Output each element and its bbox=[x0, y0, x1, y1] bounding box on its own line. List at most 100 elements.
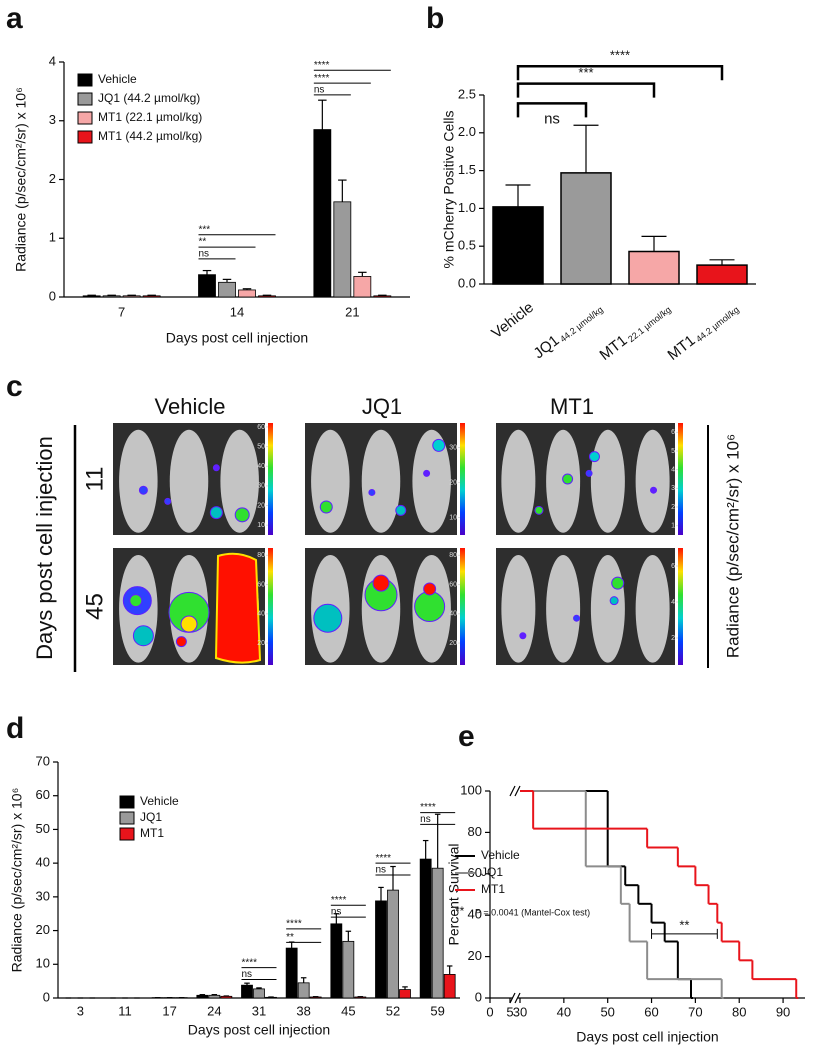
signal-blob bbox=[175, 636, 187, 648]
bar bbox=[241, 984, 253, 999]
signal-blob bbox=[650, 486, 658, 494]
panel-label: c bbox=[6, 370, 23, 403]
bar bbox=[373, 295, 392, 298]
x-tick-label: MT144.2 µmol/kg bbox=[664, 299, 741, 364]
x-tick-label: 7 bbox=[118, 304, 125, 319]
column-title: MT1 bbox=[550, 394, 594, 419]
colorbar bbox=[268, 548, 273, 665]
x-axis-label: Days post cell injection bbox=[576, 1029, 718, 1045]
mouse bbox=[635, 429, 670, 533]
mouse bbox=[501, 429, 536, 533]
significance-label: **** bbox=[376, 853, 392, 864]
x-axis-label: Days post cell injection bbox=[188, 1022, 330, 1038]
y-tick-label: 80 bbox=[468, 824, 482, 839]
colorbar-tick-label: 80 bbox=[449, 552, 457, 559]
signal-blob bbox=[180, 615, 198, 633]
y-tick-label: 100 bbox=[460, 782, 482, 797]
y-axis-label: % mCherry Positive Cells bbox=[441, 111, 457, 269]
significance-label: ns bbox=[242, 969, 253, 980]
y-tick-label: 0 bbox=[475, 989, 482, 1004]
signal-blob bbox=[372, 574, 390, 592]
legend-label: MT1 (22.1 µmol/kg) bbox=[98, 110, 202, 124]
bar bbox=[82, 295, 101, 298]
panel-label: b bbox=[426, 2, 444, 35]
signal-blob bbox=[423, 582, 437, 596]
significance-label: ns bbox=[420, 814, 431, 825]
colorbar-tick-label: 50 bbox=[257, 443, 265, 450]
significance-bracket bbox=[516, 102, 588, 118]
signal-blob bbox=[423, 469, 431, 477]
x-tick-label: 21 bbox=[345, 304, 359, 319]
bar bbox=[560, 172, 612, 285]
significance-label: ns bbox=[314, 85, 325, 96]
signal-blob bbox=[573, 614, 581, 622]
legend-label: MT1 (44.2 µmol/kg) bbox=[98, 129, 202, 143]
legend-swatch bbox=[119, 795, 135, 809]
significance-label: **** bbox=[314, 73, 330, 84]
y-axis-label: Radiance (p/sec/cm²/sr) x 10⁶ bbox=[9, 788, 25, 973]
colorbar bbox=[268, 423, 273, 535]
colorbar bbox=[678, 423, 683, 535]
y-tick-label: 10 bbox=[36, 956, 50, 971]
y-tick-label: 70 bbox=[36, 753, 50, 768]
x-tick-label: 31 bbox=[252, 1003, 266, 1018]
mouse bbox=[169, 429, 209, 533]
note-marker: ** bbox=[455, 904, 465, 918]
colorbar-tick-label: 6 bbox=[671, 563, 675, 570]
colorbar-tick-label: 10 bbox=[449, 514, 457, 521]
signal-blob bbox=[562, 473, 574, 485]
category-dose: 22.1 µmol/kg bbox=[626, 305, 673, 345]
signal-blob bbox=[132, 625, 154, 647]
y-tick-label: 2 bbox=[49, 171, 56, 186]
x-tick-label: 60 bbox=[644, 1004, 658, 1019]
bar bbox=[333, 201, 352, 298]
category-name: Vehicle bbox=[488, 299, 537, 342]
y-tick-label: 4 bbox=[49, 53, 56, 68]
signal-blob bbox=[212, 464, 220, 472]
colorbar-tick-label: 30 bbox=[449, 444, 457, 451]
legend-label: JQ1 bbox=[481, 865, 503, 879]
significance-label: **** bbox=[242, 957, 258, 968]
bar bbox=[387, 889, 399, 999]
signal-blob bbox=[585, 469, 593, 477]
significance-label: ns bbox=[376, 865, 387, 876]
column-title: Vehicle bbox=[155, 394, 226, 419]
legend-swatch bbox=[119, 827, 135, 841]
x-tick-label: 24 bbox=[207, 1003, 221, 1018]
legend-label: Vehicle bbox=[98, 72, 137, 86]
colorbar-tick-label: 3 bbox=[671, 485, 675, 492]
legend-swatch bbox=[77, 111, 93, 125]
significance-label: ns bbox=[199, 248, 210, 259]
legend-swatch bbox=[77, 130, 93, 144]
x-tick-label: 3 bbox=[77, 1003, 84, 1018]
colorbar bbox=[678, 548, 683, 665]
row-axis-label: Days post cell injection bbox=[32, 436, 57, 660]
bar bbox=[342, 940, 355, 999]
y-tick-label: 20 bbox=[36, 922, 50, 937]
legend-swatch bbox=[119, 811, 135, 825]
bar bbox=[122, 295, 141, 298]
bar bbox=[419, 858, 432, 999]
bar bbox=[265, 996, 277, 999]
bar bbox=[102, 295, 121, 298]
bar bbox=[142, 295, 161, 298]
mouse bbox=[361, 429, 401, 533]
bar bbox=[218, 281, 236, 298]
colorbar-tick-label: 60 bbox=[257, 581, 265, 588]
category-dose: 44.2 µmol/kg bbox=[558, 305, 605, 345]
bar bbox=[353, 276, 372, 298]
signal-blob bbox=[611, 576, 625, 590]
y-tick-label: 0 bbox=[43, 989, 50, 1004]
bar bbox=[198, 274, 216, 298]
column-title: JQ1 bbox=[362, 394, 402, 419]
mouse bbox=[635, 555, 670, 663]
signal-blob bbox=[588, 451, 600, 463]
signal-blob bbox=[129, 594, 143, 608]
legend-label: JQ1 (44.2 µmol/kg) bbox=[98, 91, 200, 105]
significance-bracket bbox=[516, 82, 656, 98]
x-tick-label: 70 bbox=[688, 1004, 702, 1019]
y-tick-label: 30 bbox=[36, 888, 50, 903]
x-tick-label: 11 bbox=[118, 1003, 132, 1018]
legend-label: Vehicle bbox=[481, 848, 520, 862]
